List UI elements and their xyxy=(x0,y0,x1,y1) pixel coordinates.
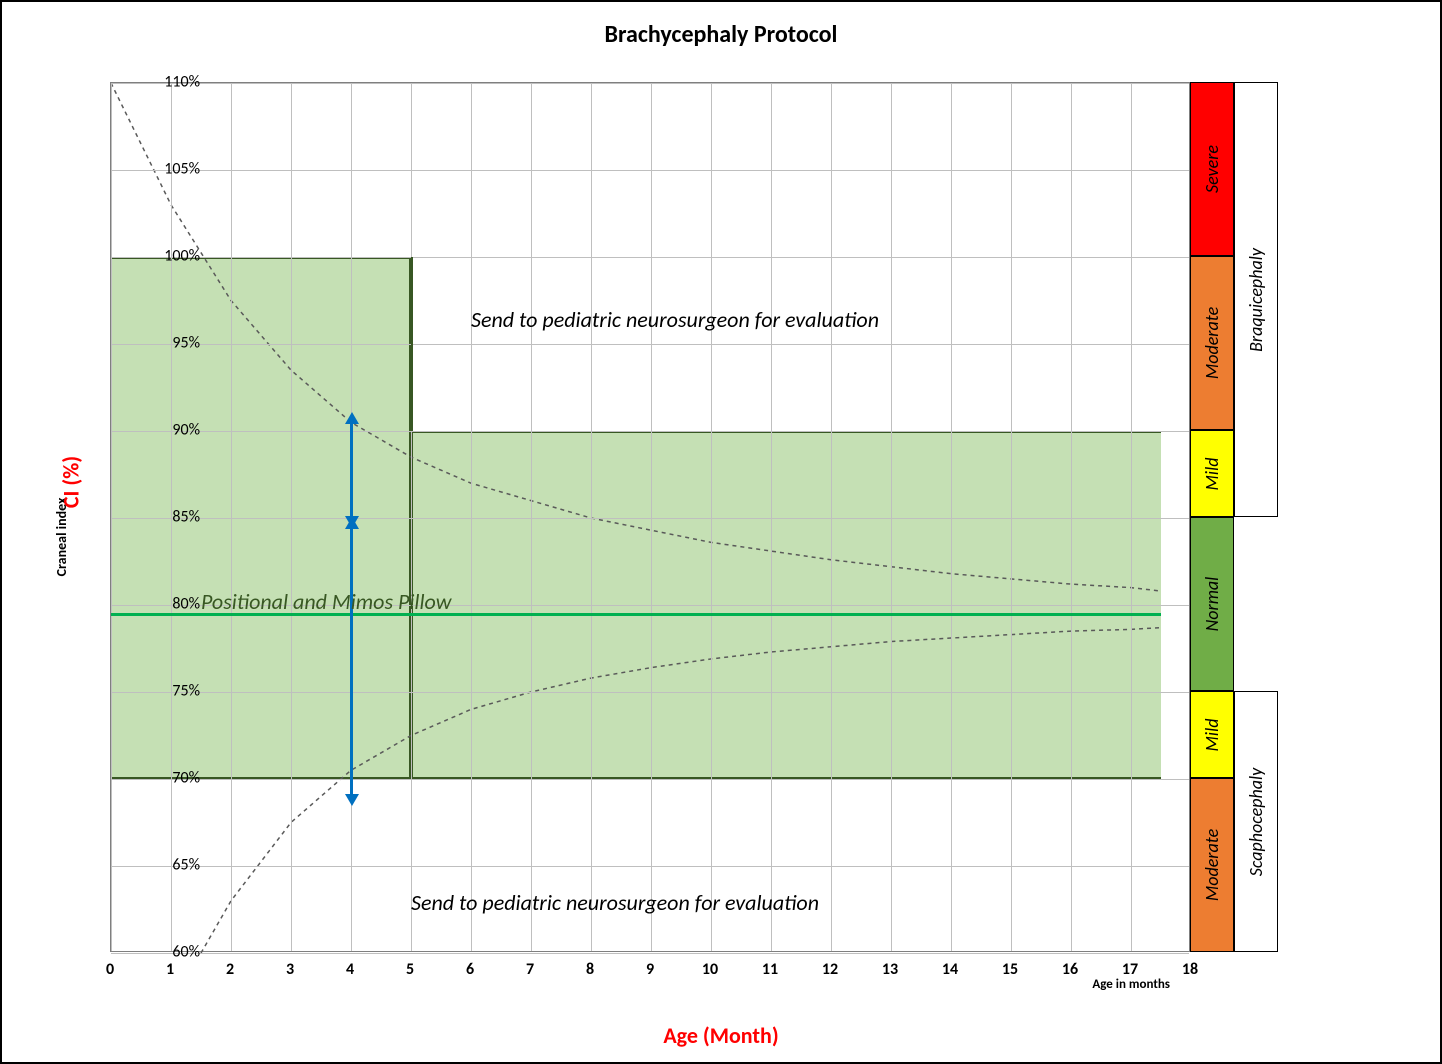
x-tick-label: 3 xyxy=(270,960,310,979)
grid-line-h xyxy=(111,953,1189,954)
x-tick-label: 16 xyxy=(1050,960,1090,979)
plot-area: Send to pediatric neurosurgeon for evalu… xyxy=(110,82,1190,952)
region-step-border xyxy=(411,257,413,431)
x-tick-label: 10 xyxy=(690,960,730,979)
x-tick-label: 1 xyxy=(150,960,190,979)
grid-line-v xyxy=(471,83,472,951)
grid-line-v xyxy=(651,83,652,951)
x-tick-label: 4 xyxy=(330,960,370,979)
band-label: Braquicephaly xyxy=(1245,248,1267,352)
x-tick-label: 5 xyxy=(390,960,430,979)
chart-frame: Brachycephaly Protocol Send to pediatric… xyxy=(0,0,1442,1064)
x-tick-label: 13 xyxy=(870,960,910,979)
x-tick-label: 18 xyxy=(1170,960,1210,979)
grid-line-v xyxy=(231,83,232,951)
band-label: Severe xyxy=(1201,145,1223,193)
grid-line-v xyxy=(891,83,892,951)
measurement-arrow xyxy=(350,422,353,518)
grid-line-v xyxy=(831,83,832,951)
x-tick-label: 15 xyxy=(990,960,1030,979)
condition-band: Braquicephaly xyxy=(1234,82,1278,517)
x-tick-label: 8 xyxy=(570,960,610,979)
y-tick-label: 65% xyxy=(140,856,200,875)
x-tick-label: 12 xyxy=(810,960,850,979)
grid-line-h xyxy=(111,518,1189,519)
y-tick-label: 90% xyxy=(140,421,200,440)
grid-line-v xyxy=(951,83,952,951)
condition-band: Scaphocephaly xyxy=(1234,691,1278,952)
grid-line-v xyxy=(411,83,412,951)
grid-line-h xyxy=(111,344,1189,345)
severity-band: Moderate xyxy=(1190,256,1234,430)
grid-line-v xyxy=(1131,83,1132,951)
severity-band: Moderate xyxy=(1190,778,1234,952)
y-tick-label: 80% xyxy=(140,595,200,614)
grid-line-h xyxy=(111,692,1189,693)
grid-line-v xyxy=(1071,83,1072,951)
x-tick-label: 14 xyxy=(930,960,970,979)
band-label: Mild xyxy=(1201,457,1223,490)
y-tick-label: 85% xyxy=(140,508,200,527)
grid-line-v xyxy=(1011,83,1012,951)
grid-line-h xyxy=(111,431,1189,432)
grid-line-v xyxy=(591,83,592,951)
x-axis-label-red: Age (Month) xyxy=(2,1022,1440,1049)
band-label: Normal xyxy=(1201,577,1223,632)
grid-line-v xyxy=(111,83,112,951)
chart-annotation: Positional and Mimos Pillow xyxy=(201,588,451,615)
grid-line-v xyxy=(711,83,712,951)
grid-line-h xyxy=(111,170,1189,171)
grid-line-v xyxy=(291,83,292,951)
x-tick-label: 2 xyxy=(210,960,250,979)
y-axis-label-small: Craneal index xyxy=(53,498,70,577)
x-tick-label: 9 xyxy=(630,960,670,979)
band-label: Scaphocephaly xyxy=(1245,767,1267,875)
y-tick-label: 75% xyxy=(140,682,200,701)
y-tick-label: 95% xyxy=(140,334,200,353)
grid-line-h xyxy=(111,83,1189,84)
chart-annotation: Send to pediatric neurosurgeon for evalu… xyxy=(411,889,819,916)
severity-band: Mild xyxy=(1190,430,1234,517)
severity-band: Severe xyxy=(1190,82,1234,256)
y-tick-label: 105% xyxy=(140,160,200,179)
grid-line-h xyxy=(111,866,1189,867)
band-label: Moderate xyxy=(1201,307,1223,379)
x-tick-label: 0 xyxy=(90,960,130,979)
measurement-arrow xyxy=(350,527,353,797)
x-tick-label: 11 xyxy=(750,960,790,979)
grid-line-h xyxy=(111,257,1189,258)
y-tick-label: 70% xyxy=(140,769,200,788)
grid-line-h xyxy=(111,779,1189,780)
grid-line-v xyxy=(771,83,772,951)
x-tick-label: 6 xyxy=(450,960,490,979)
grid-line-v xyxy=(531,83,532,951)
severity-band: Normal xyxy=(1190,517,1234,691)
y-tick-label: 110% xyxy=(140,73,200,92)
band-label: Mild xyxy=(1201,718,1223,751)
chart-title: Brachycephaly Protocol xyxy=(2,20,1440,49)
x-axis-label-small: Age in months xyxy=(1092,977,1170,992)
severity-band: Mild xyxy=(1190,691,1234,778)
condition-band xyxy=(1234,517,1278,691)
y-tick-label: 100% xyxy=(140,247,200,266)
chart-area: Send to pediatric neurosurgeon for evalu… xyxy=(110,82,1290,992)
chart-annotation: Send to pediatric neurosurgeon for evalu… xyxy=(471,306,879,333)
band-label: Moderate xyxy=(1201,829,1223,901)
x-tick-label: 17 xyxy=(1110,960,1150,979)
y-axis-label-red: CI (%) xyxy=(58,456,85,508)
y-tick-label: 60% xyxy=(140,943,200,962)
x-tick-label: 7 xyxy=(510,960,550,979)
